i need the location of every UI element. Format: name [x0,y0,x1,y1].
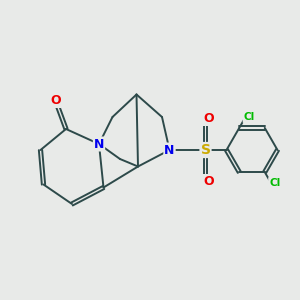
Text: O: O [50,94,61,107]
Text: Cl: Cl [269,178,280,188]
Text: S: S [200,143,211,157]
Text: N: N [164,143,175,157]
Text: O: O [203,175,214,188]
Text: N: N [94,137,104,151]
Text: O: O [203,112,214,125]
Text: Cl: Cl [244,112,255,122]
